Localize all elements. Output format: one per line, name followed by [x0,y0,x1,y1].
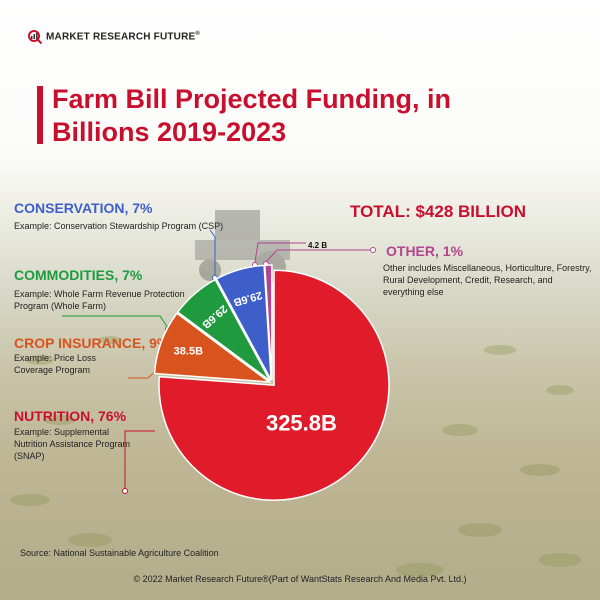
commodities-title: COMMODITIES, 7% [14,267,143,283]
page-title: Farm Bill Projected Funding, in Billions… [52,84,452,147]
source-note: Source: National Sustainable Agriculture… [20,548,219,558]
data-label-nutrition: 325.8B [266,411,337,436]
brand-name: MARKET RESEARCH FUTURE® [46,31,201,43]
other-example: Other includes Miscellaneous, Horticultu… [383,263,592,297]
commodities-leader [62,315,169,329]
pie-slice-conservation [215,264,272,381]
crop-insurance-example: Example: Price Loss Coverage Program [14,353,97,375]
conservation-example: Example: Conservation Stewardship Progra… [14,221,224,231]
copyright-note: © 2022 Market Research Future®(Part of W… [133,574,467,584]
pie-slice-other [264,264,273,381]
commodities-example: Example: Whole Farm Revenue Protection P… [14,289,185,311]
total-label: TOTAL: $428 BILLION [350,202,527,221]
pie-slices [153,264,390,501]
other-title: OTHER, 1% [386,243,464,259]
pie-slice-commodities [176,278,271,382]
crop-field-background [10,336,582,577]
title-accent-bar [37,86,43,144]
other-leader-top [254,242,306,263]
crop-insurance-title: CROP INSURANCE, 9% [14,335,170,351]
other-leader-right [265,249,370,263]
data-label-other: 4.2 B [308,241,327,250]
pie-slice-nutrition [158,269,390,501]
nutrition-title: NUTRITION, 76% [14,408,127,424]
crop-insurance-leader [128,369,158,379]
conservation-title: CONSERVATION, 7% [14,200,153,216]
brand-logo: MARKET RESEARCH FUTURE® [28,30,200,44]
pie-slice-crop-insurance [153,312,272,383]
nutrition-leader [124,430,155,489]
data-label-crop-insurance: 38.5B [174,346,203,358]
magnifier-chart-icon [28,30,42,44]
conservation-leader [209,229,216,275]
nutrition-example: Example: Supplemental Nutrition Assistan… [14,427,131,461]
